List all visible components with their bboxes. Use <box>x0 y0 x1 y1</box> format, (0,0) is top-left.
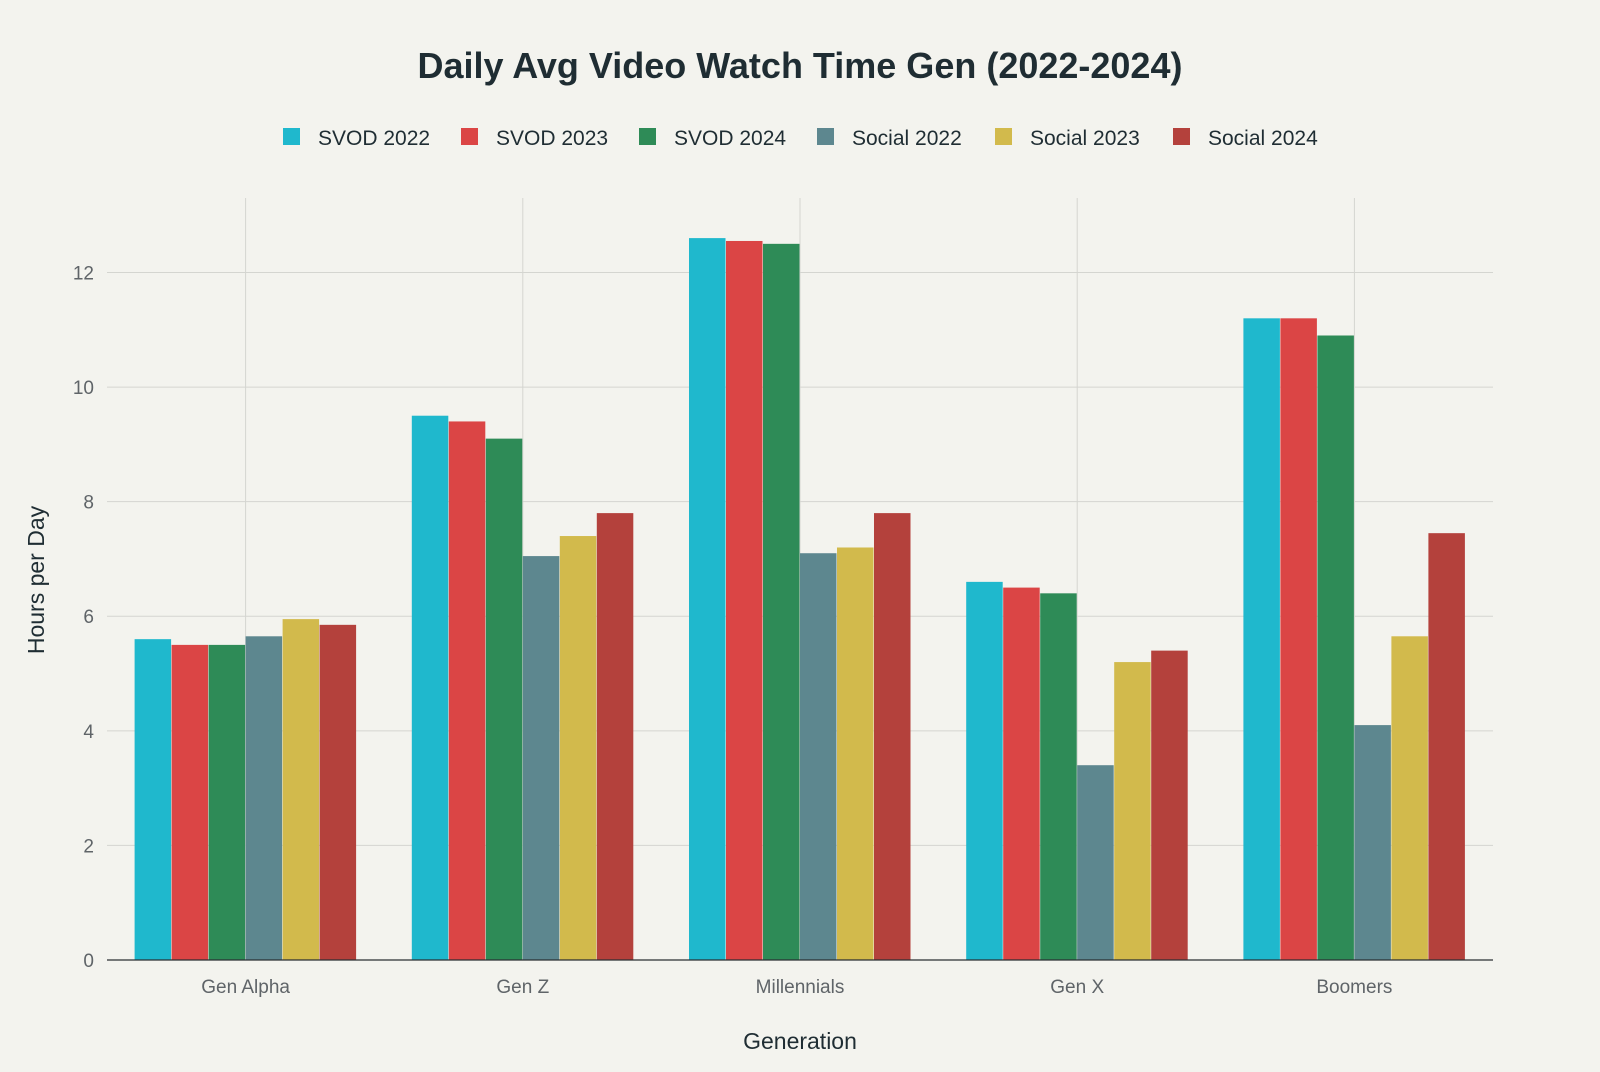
tick-labels: 0 2 4 6 8 10 12 Gen Alpha Gen Z Millennials Gen X B… <box>73 263 1393 998</box>
bar-svod-2023-gen-x[interactable]: SVOD 2023 — Gen X: 6.5 <box>1003 587 1040 960</box>
bar-svod-2024-gen-alpha[interactable]: SVOD 2024 — Gen Alpha: 5.5 <box>208 644 246 960</box>
bar-social-2024-boomers[interactable]: Social 2024 — Boomers: 7.45 <box>1428 533 1465 960</box>
chart-title: Daily Avg Video Watch Time Gen (2022-202… <box>418 45 1183 86</box>
bar-social-2024-gen-alpha[interactable]: Social 2024 — Gen Alpha: 5.85 <box>319 624 357 960</box>
x-tick-label: Gen Alpha <box>201 977 290 998</box>
legend-item-svod-2024[interactable]: SVOD 2024 <box>639 127 786 150</box>
legend-swatch <box>995 128 1012 145</box>
bar-social-2023-gen-alpha[interactable]: Social 2023 — Gen Alpha: 5.95 <box>282 619 320 960</box>
bar-svod-2024-gen-z[interactable]: SVOD 2024 — Gen Z: 9.1 <box>485 438 523 960</box>
y-tick-label: 2 <box>83 836 94 857</box>
bar-social-2022-gen-x[interactable]: Social 2022 — Gen X: 3.4 <box>1077 765 1114 960</box>
legend-swatch <box>639 128 656 145</box>
y-tick-label: 4 <box>83 722 94 743</box>
bar-svod-2024-boomers[interactable]: SVOD 2024 — Boomers: 10.9 <box>1317 335 1354 960</box>
bar-social-2022-gen-z[interactable]: Social 2022 — Gen Z: 7.05 <box>522 556 560 960</box>
legend-item-social-2023[interactable]: Social 2023 <box>995 127 1140 150</box>
bar-svod-2022-boomers[interactable]: SVOD 2022 — Boomers: 11.2 <box>1243 318 1280 960</box>
y-tick-label: 0 <box>83 951 94 972</box>
bars-group: SVOD 2022 — Gen Alpha: 5.6SVOD 2023 — Ge… <box>134 238 1465 961</box>
bar-svod-2023-gen-z[interactable]: SVOD 2023 — Gen Z: 9.4 <box>448 421 486 960</box>
legend-label: SVOD 2023 <box>496 127 608 150</box>
x-tick-label: Gen X <box>1050 977 1104 998</box>
x-axis-title: Generation <box>743 1028 857 1054</box>
bar-svod-2024-gen-x[interactable]: SVOD 2024 — Gen X: 6.4 <box>1040 593 1077 960</box>
bar-svod-2024-millennials[interactable]: SVOD 2024 — Millennials: 12.5 <box>763 243 800 960</box>
bar-svod-2022-gen-x[interactable]: SVOD 2022 — Gen X: 6.6 <box>966 581 1003 960</box>
legend-item-social-2022[interactable]: Social 2022 <box>817 127 962 150</box>
legend-label: SVOD 2024 <box>674 127 786 150</box>
bar-social-2022-millennials[interactable]: Social 2022 — Millennials: 7.1 <box>800 553 837 960</box>
bar-social-2023-millennials[interactable]: Social 2023 — Millennials: 7.2 <box>837 547 874 960</box>
legend[interactable]: SVOD 2022 SVOD 2023 SVOD 2024 Social 2022 So… <box>283 127 1318 150</box>
bar-svod-2023-millennials[interactable]: SVOD 2023 — Millennials: 12.55 <box>726 240 763 961</box>
bar-social-2024-millennials[interactable]: Social 2024 — Millennials: 7.8 <box>874 513 911 960</box>
bar-svod-2022-millennials[interactable]: SVOD 2022 — Millennials: 12.6 <box>689 238 726 960</box>
bar-svod-2022-gen-z[interactable]: SVOD 2022 — Gen Z: 9.5 <box>411 415 449 960</box>
legend-item-svod-2022[interactable]: SVOD 2022 <box>283 127 430 150</box>
y-tick-label: 6 <box>83 607 94 628</box>
legend-swatch <box>1173 128 1190 145</box>
x-tick-label: Boomers <box>1316 977 1392 998</box>
legend-swatch <box>283 128 300 145</box>
legend-item-social-2024[interactable]: Social 2024 <box>1173 127 1318 150</box>
bar-svod-2023-boomers[interactable]: SVOD 2023 — Boomers: 11.2 <box>1280 318 1317 960</box>
bar-svod-2023-gen-alpha[interactable]: SVOD 2023 — Gen Alpha: 5.5 <box>171 644 209 960</box>
legend-label: Social 2024 <box>1208 127 1318 150</box>
bar-social-2023-gen-z[interactable]: Social 2023 — Gen Z: 7.4 <box>559 536 597 960</box>
legend-label: Social 2023 <box>1030 127 1140 150</box>
bar-social-2024-gen-z[interactable]: Social 2024 — Gen Z: 7.8 <box>596 513 634 960</box>
y-tick-label: 8 <box>83 493 94 514</box>
legend-label: Social 2022 <box>852 127 962 150</box>
bar-social-2024-gen-x[interactable]: Social 2024 — Gen X: 5.4 <box>1151 650 1188 960</box>
legend-swatch <box>461 128 478 145</box>
y-axis-title: Hours per Day <box>23 505 49 654</box>
bar-svod-2022-gen-alpha[interactable]: SVOD 2022 — Gen Alpha: 5.6 <box>134 639 172 960</box>
x-tick-label: Gen Z <box>496 977 549 998</box>
y-tick-label: 12 <box>73 263 94 284</box>
bar-social-2022-boomers[interactable]: Social 2022 — Boomers: 4.1 <box>1354 725 1391 960</box>
legend-swatch <box>817 128 834 145</box>
bar-social-2023-gen-x[interactable]: Social 2023 — Gen X: 5.2 <box>1114 662 1151 960</box>
bar-social-2022-gen-alpha[interactable]: Social 2022 — Gen Alpha: 5.65 <box>245 636 283 960</box>
legend-label: SVOD 2022 <box>318 127 430 150</box>
x-tick-label: Millennials <box>756 977 845 998</box>
bar-social-2023-boomers[interactable]: Social 2023 — Boomers: 5.65 <box>1391 636 1428 960</box>
y-tick-label: 10 <box>73 378 94 399</box>
legend-item-svod-2023[interactable]: SVOD 2023 <box>461 127 608 150</box>
